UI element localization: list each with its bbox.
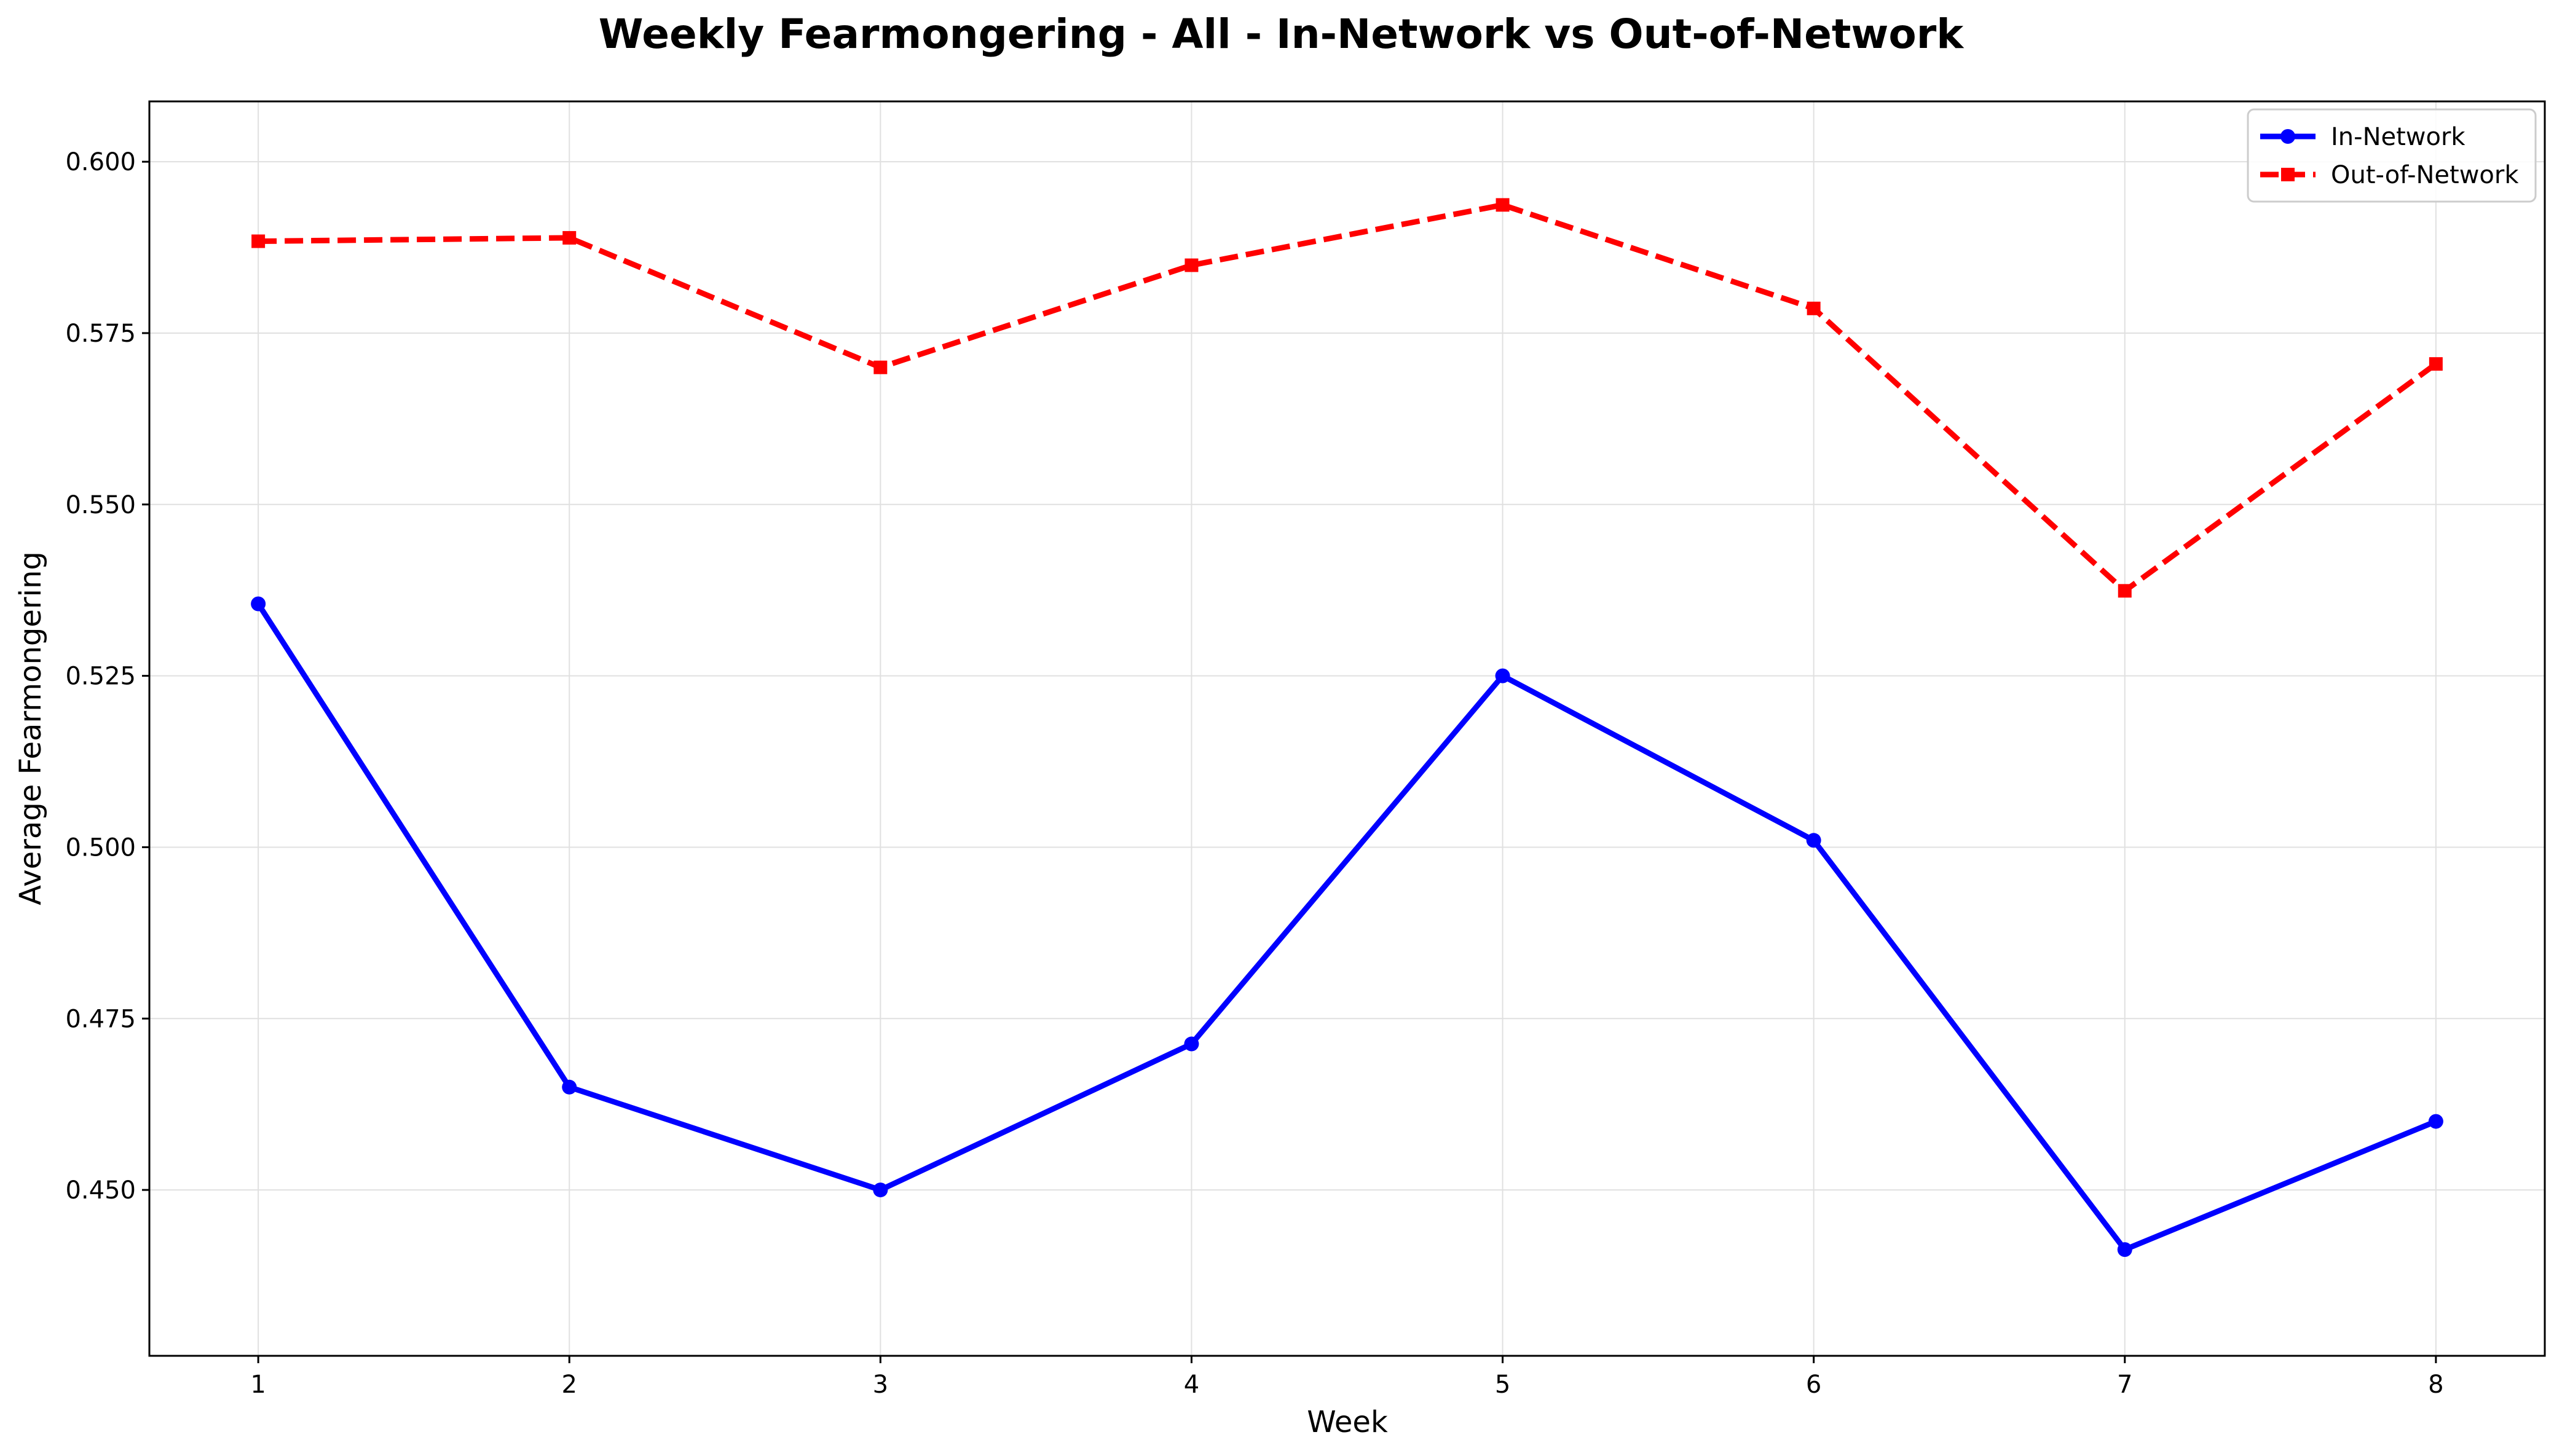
x-tick-label: 6 xyxy=(1806,1371,1821,1399)
out-of-network-point xyxy=(1184,258,1199,272)
in-network-point xyxy=(251,596,266,612)
in-network-point xyxy=(1806,833,1821,848)
y-tick-label: 0.500 xyxy=(65,833,136,862)
out-of-network-point xyxy=(2118,584,2132,598)
in-network-line xyxy=(256,602,2437,1253)
y-tick-label: 0.475 xyxy=(65,1005,136,1033)
out-of-network-point xyxy=(1807,301,1821,315)
legend-label: Out-of-Network xyxy=(2331,161,2519,189)
x-tick-label: 1 xyxy=(250,1371,266,1399)
y-tick-label: 0.525 xyxy=(65,663,136,691)
plot-frame xyxy=(148,100,2546,1357)
legend-label: In-Network xyxy=(2331,123,2465,151)
y-axis-label: Average Fearmongering xyxy=(14,551,48,905)
out-of-network-point xyxy=(251,234,266,248)
x-tick-label: 5 xyxy=(1495,1371,1510,1399)
x-axis-ticks: 1 2 3 4 5 6 7 8 xyxy=(250,1356,2444,1399)
in-network-series xyxy=(251,596,2443,1257)
series-layer xyxy=(251,198,2443,1257)
x-tick-label: 4 xyxy=(1184,1371,1199,1399)
legend-marker xyxy=(2280,129,2295,144)
x-axis-label: Week xyxy=(1307,1405,1388,1439)
out-of-network-point xyxy=(873,360,888,374)
out-of-network-line xyxy=(258,202,2438,594)
x-tick-label: 2 xyxy=(562,1371,577,1399)
legend-frame xyxy=(2247,108,2537,203)
out-of-network-point xyxy=(2429,357,2443,371)
in-network-point xyxy=(2117,1242,2132,1257)
in-network-point xyxy=(873,1183,888,1198)
in-network-point xyxy=(1184,1036,1199,1052)
out-of-network-series xyxy=(251,198,2443,598)
legend: In-Network Out-of-Network xyxy=(2247,108,2537,203)
out-of-network-point xyxy=(562,230,577,245)
in-network-point xyxy=(562,1079,577,1095)
x-tick-label: 7 xyxy=(2117,1371,2132,1399)
legend-marker xyxy=(2281,168,2295,181)
in-network-point xyxy=(1495,668,1510,683)
chart-title: Weekly Fearmongering - All - In-Network … xyxy=(599,10,1965,58)
x-tick-label: 3 xyxy=(873,1371,888,1399)
in-network-point xyxy=(2428,1114,2443,1129)
x-tick-label: 8 xyxy=(2428,1371,2443,1399)
out-of-network-point xyxy=(1496,198,1510,212)
y-tick-label: 0.600 xyxy=(65,148,136,176)
y-tick-label: 0.450 xyxy=(65,1176,136,1205)
legend-entry-out-of-network: Out-of-Network xyxy=(2260,161,2519,189)
y-axis-ticks: 0.450 0.475 0.500 0.525 0.550 0.575 0.600 xyxy=(65,148,149,1205)
y-tick-label: 0.550 xyxy=(65,491,136,519)
y-tick-label: 0.575 xyxy=(65,320,136,348)
legend-entry-in-network: In-Network xyxy=(2260,123,2465,151)
